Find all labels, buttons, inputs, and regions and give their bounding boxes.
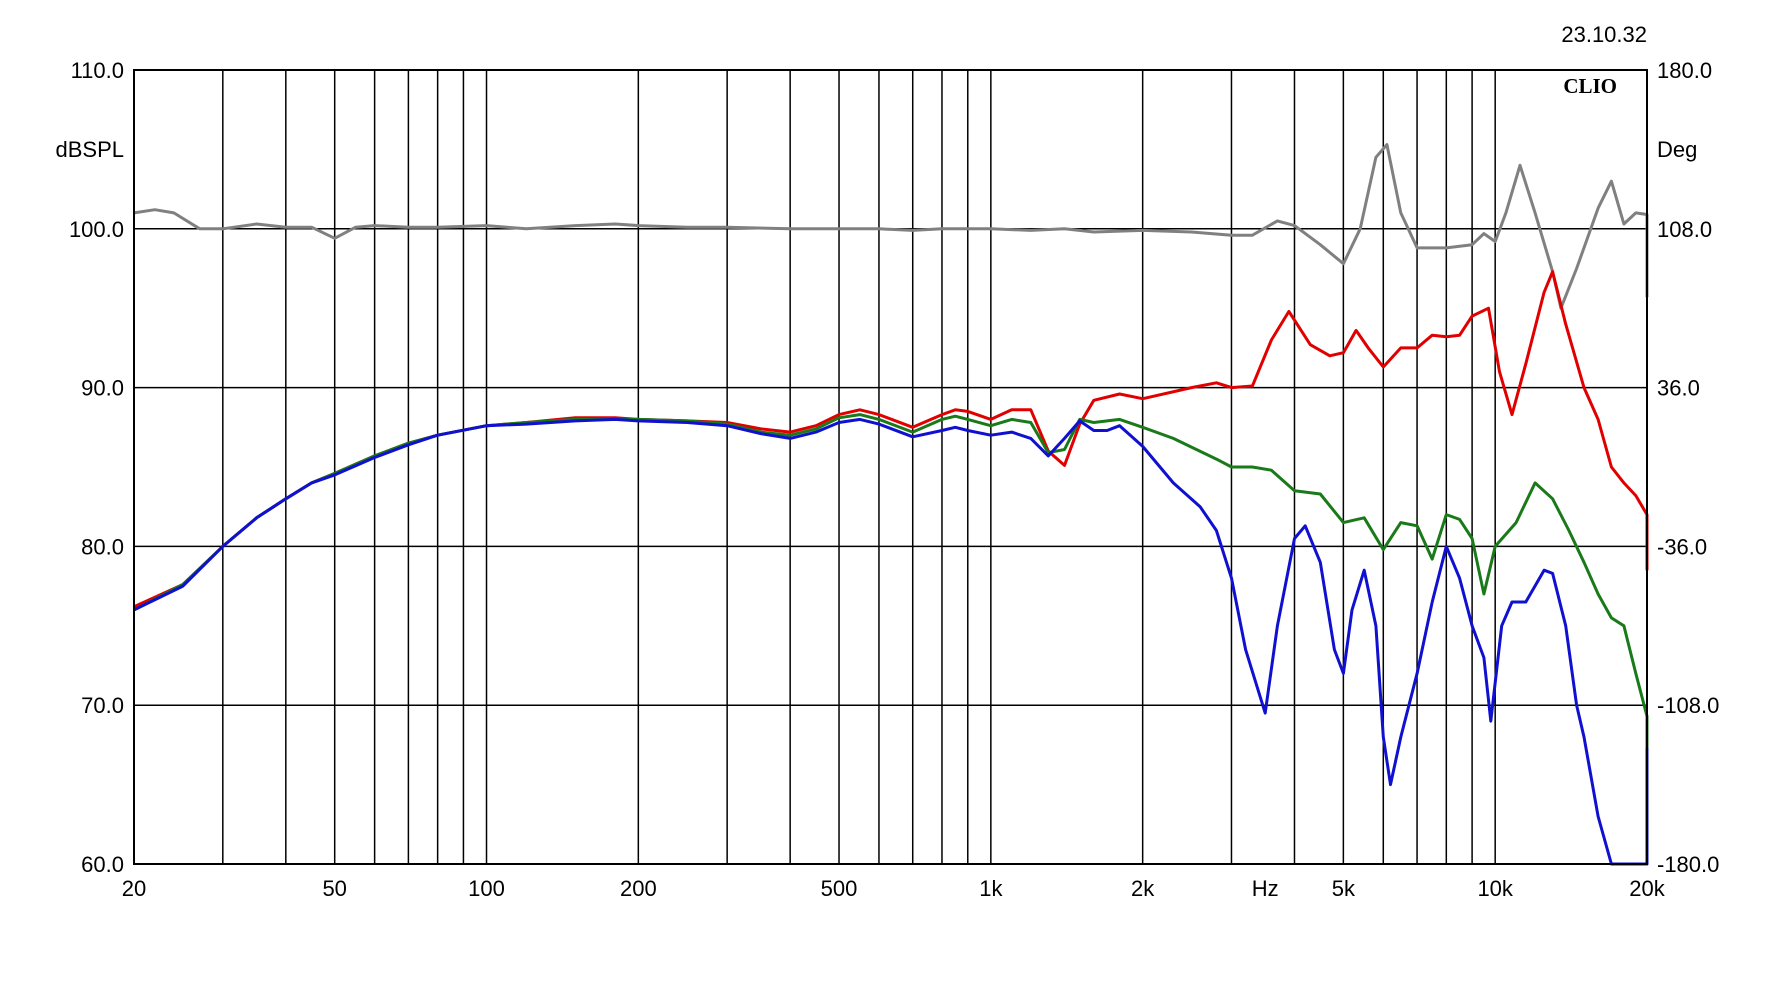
x-tick-label: 500 — [821, 876, 858, 901]
y-left-tick-label: 60.0 — [81, 852, 124, 877]
date-label: 23.10.32 — [1561, 22, 1647, 47]
y-right-tick-label: 108.0 — [1657, 217, 1712, 242]
y-left-tick-label: 70.0 — [81, 693, 124, 718]
y-right-tick-label: 180.0 — [1657, 58, 1712, 83]
clio-logo: CLIO — [1563, 74, 1617, 98]
y-right-axis-label: Deg — [1657, 137, 1697, 162]
x-tick-label: 10k — [1477, 876, 1513, 901]
x-tick-label: 200 — [620, 876, 657, 901]
x-axis-unit-label: Hz — [1252, 876, 1279, 901]
y-left-tick-label: 110.0 — [71, 58, 124, 83]
y-right-tick-label: -36.0 — [1657, 534, 1707, 559]
plot-frame — [133, 69, 1648, 865]
y-right-tick-label: -180.0 — [1657, 852, 1719, 877]
series-line-4 — [133, 417, 1649, 866]
y-left-tick-label: 90.0 — [81, 376, 124, 401]
series-line-3 — [133, 413, 1649, 864]
x-tick-label: 5k — [1332, 876, 1356, 901]
y-right-tick-label: 36.0 — [1657, 376, 1700, 401]
series-group — [133, 143, 1649, 866]
y-right-tick-label: -108.0 — [1657, 693, 1719, 718]
x-tick-label: 2k — [1131, 876, 1155, 901]
x-tick-label: 20k — [1629, 876, 1665, 901]
x-tick-label: 1k — [979, 876, 1003, 901]
y-left-axis-label: dBSPL — [56, 137, 125, 162]
x-tick-label: 20 — [122, 876, 146, 901]
y-left-tick-label: 100.0 — [69, 217, 124, 242]
x-tick-label: 100 — [468, 876, 505, 901]
axis-labels: 60.0 70.0 80.0 90.0 100.0 110.0 -180.0 -108.0 -3… — [56, 58, 1720, 901]
x-tick-label: 50 — [322, 876, 346, 901]
y-left-tick-label: 80.0 — [81, 534, 124, 559]
